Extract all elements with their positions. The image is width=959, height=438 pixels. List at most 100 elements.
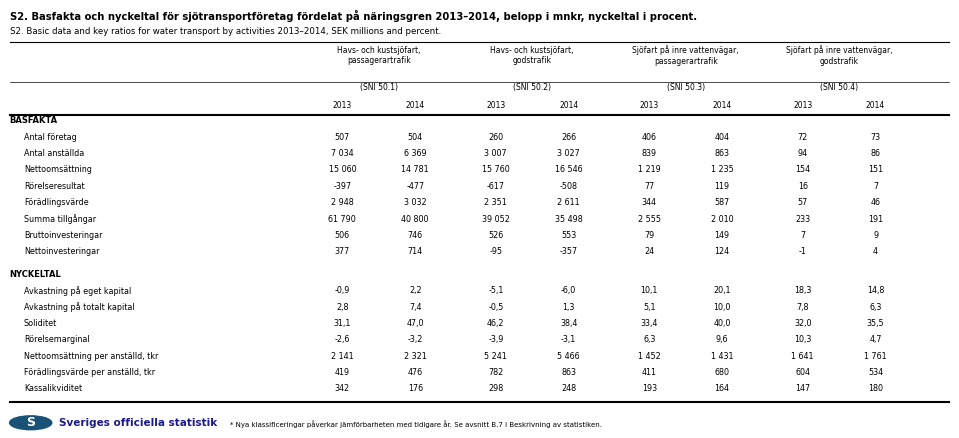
Text: 2013: 2013 [640,101,659,110]
Text: 504: 504 [408,133,423,142]
Text: Avkastning på eget kapital: Avkastning på eget kapital [24,286,131,296]
Text: 7: 7 [800,231,806,240]
Text: -617: -617 [487,182,504,191]
Text: S2. Basic data and key ratios for water transport by activities 2013–2014, SEK m: S2. Basic data and key ratios for water … [10,27,441,36]
Text: Nettoinvesteringar: Nettoinvesteringar [24,247,100,256]
Text: 2,2: 2,2 [409,286,422,295]
Text: 10,1: 10,1 [641,286,658,295]
Text: -3,9: -3,9 [488,336,503,344]
Text: 7 034: 7 034 [331,149,354,158]
Text: * Nya klassificeringar påverkar jämförbarheten med tidigare år. Se avsnitt B.7 i: * Nya klassificeringar påverkar jämförba… [230,420,602,428]
Circle shape [10,416,52,430]
Text: S2. Basfakta och nyckeltal för sjötransportföretag fördelat på näringsgren 2013–: S2. Basfakta och nyckeltal för sjötransp… [10,10,697,21]
Text: 3 007: 3 007 [484,149,507,158]
Text: 526: 526 [488,231,503,240]
Text: 57: 57 [798,198,807,207]
Text: 680: 680 [714,368,730,377]
Text: -3,1: -3,1 [561,336,576,344]
Text: 94: 94 [798,149,807,158]
Text: 3 027: 3 027 [557,149,580,158]
Text: (SNI 50.1): (SNI 50.1) [360,83,398,92]
Text: 119: 119 [714,182,730,191]
Text: 16: 16 [798,182,807,191]
Text: 77: 77 [644,182,654,191]
Text: -0,9: -0,9 [335,286,350,295]
Text: 534: 534 [868,368,883,377]
Text: 2,8: 2,8 [336,303,349,311]
Text: 2013: 2013 [486,101,505,110]
Text: 79: 79 [644,231,654,240]
Text: 5,1: 5,1 [643,303,656,311]
Text: -508: -508 [560,182,577,191]
Text: 4: 4 [873,247,878,256]
Text: 10,0: 10,0 [713,303,731,311]
Text: 35 498: 35 498 [555,215,582,223]
Text: 40,0: 40,0 [713,319,731,328]
Text: 1,3: 1,3 [563,303,574,311]
Text: 72: 72 [798,133,807,142]
Text: 2014: 2014 [713,101,732,110]
Text: 1 219: 1 219 [638,166,661,174]
Text: 260: 260 [488,133,503,142]
Text: 863: 863 [561,368,576,377]
Text: 9: 9 [873,231,878,240]
Text: -477: -477 [407,182,424,191]
Text: 2014: 2014 [866,101,885,110]
Text: Kassalikviditet: Kassalikviditet [24,385,82,393]
Text: 2014: 2014 [559,101,578,110]
Text: 404: 404 [714,133,730,142]
Text: S: S [26,416,35,429]
Text: Antal anställda: Antal anställda [24,149,84,158]
Text: Havs- och kustsjöfart,
godstrafik: Havs- och kustsjöfart, godstrafik [490,46,574,65]
Text: Havs- och kustsjöfart,
passagerartrafik: Havs- och kustsjöfart, passagerartrafik [337,46,421,65]
Text: 7,4: 7,4 [409,303,422,311]
Text: 39 052: 39 052 [481,215,510,223]
Text: 233: 233 [795,215,810,223]
Text: 31,1: 31,1 [334,319,351,328]
Text: Nettoomsättning per anställd, tkr: Nettoomsättning per anställd, tkr [24,352,158,360]
Text: 33,4: 33,4 [641,319,658,328]
Text: 149: 149 [714,231,730,240]
Text: 20,1: 20,1 [713,286,731,295]
Text: Avkastning på totalt kapital: Avkastning på totalt kapital [24,303,134,312]
Text: Nettoomsättning: Nettoomsättning [24,166,92,174]
Text: 248: 248 [561,385,576,393]
Text: 2 010: 2 010 [711,215,734,223]
Text: -357: -357 [560,247,577,256]
Text: 2 351: 2 351 [484,198,507,207]
Text: 6,3: 6,3 [870,303,881,311]
Text: 47,0: 47,0 [407,319,424,328]
Text: Summa tillgångar: Summa tillgångar [24,215,96,224]
Text: NYCKELTAL: NYCKELTAL [10,270,61,279]
Text: 476: 476 [408,368,423,377]
Text: 40 800: 40 800 [402,215,429,223]
Text: 266: 266 [561,133,576,142]
Text: Antal företag: Antal företag [24,133,77,142]
Text: 2 948: 2 948 [331,198,354,207]
Text: 191: 191 [868,215,883,223]
Text: 9,6: 9,6 [715,336,729,344]
Text: 6 369: 6 369 [404,149,427,158]
Text: 124: 124 [714,247,730,256]
Text: 61 790: 61 790 [329,215,356,223]
Text: 154: 154 [795,166,810,174]
Text: -5,1: -5,1 [488,286,503,295]
Text: 5 241: 5 241 [484,352,507,360]
Text: 839: 839 [642,149,657,158]
Text: Rörelseresultat: Rörelseresultat [24,182,84,191]
Text: 298: 298 [488,385,503,393]
Text: -2,6: -2,6 [335,336,350,344]
Text: 10,3: 10,3 [794,336,811,344]
Text: 377: 377 [335,247,350,256]
Text: -3,2: -3,2 [408,336,423,344]
Text: -95: -95 [489,247,503,256]
Text: 507: 507 [335,133,350,142]
Text: Sjöfart på inre vattenvägar,
godstrafik: Sjöfart på inre vattenvägar, godstrafik [785,46,893,66]
Text: (SNI 50.4): (SNI 50.4) [820,83,858,92]
Text: -1: -1 [799,247,807,256]
Text: 14 781: 14 781 [402,166,429,174]
Text: 746: 746 [408,231,423,240]
Text: Sveriges officiella statistik: Sveriges officiella statistik [59,418,218,428]
Text: 782: 782 [488,368,503,377]
Text: -397: -397 [334,182,351,191]
